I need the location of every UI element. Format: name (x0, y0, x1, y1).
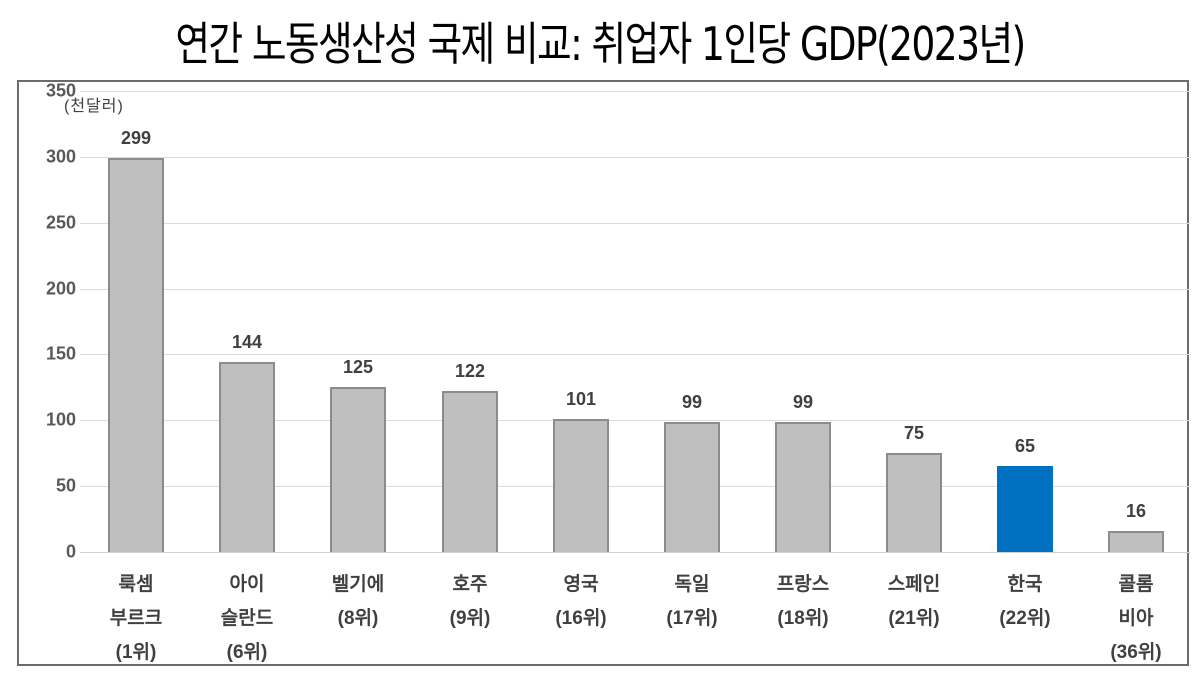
x-category-label: 스페인 (21위) (864, 568, 964, 636)
bar (330, 387, 386, 552)
category-label-line: 아이 (229, 574, 265, 595)
category-label-line: 스페인 (887, 574, 941, 595)
bar (664, 421, 720, 552)
bar-value-label: 122 (454, 361, 486, 382)
bar (442, 391, 498, 552)
category-label-line: 룩셈 (118, 574, 154, 595)
bar-value-label: 65 (1014, 436, 1036, 457)
category-label-line: (22위) (999, 608, 1051, 629)
plot-area: 299 144 125 122 101 99 99 75 65 16 (80, 91, 1190, 553)
category-label-line: 부르크 (109, 608, 163, 629)
bar (108, 158, 164, 552)
gridline (80, 222, 1190, 224)
category-label-line: 벨기에 (331, 574, 385, 595)
category-label-line: 영국 (563, 574, 599, 595)
bar-value-label: 99 (681, 391, 703, 412)
bar-value-label: 101 (565, 388, 597, 409)
bar (997, 466, 1053, 552)
bar (553, 418, 609, 552)
category-label-line: 독일 (674, 574, 710, 595)
x-category-label: 벨기에 (8위) (308, 568, 408, 636)
y-tick-label: 100 (45, 409, 76, 430)
chart-frame (17, 80, 1189, 666)
y-tick-label: 300 (45, 146, 76, 167)
bar-value-label: 16 (1125, 500, 1147, 521)
x-category-label: 영국 (16위) (531, 568, 631, 636)
category-label-line: 비아 (1118, 608, 1154, 629)
y-tick-label: 350 (45, 80, 76, 101)
chart-title: 연간 노동생산성 국제 비교: 취업자 1인당 GDP(2023년) (175, 17, 1026, 71)
category-label-line: (1위) (115, 642, 157, 663)
x-category-label: 호주 (9위) (420, 568, 520, 636)
gridline (80, 156, 1190, 158)
gridline (80, 486, 1190, 488)
y-tick-label: 150 (45, 343, 76, 364)
gridline (80, 420, 1190, 422)
category-label-line: (9위) (449, 608, 491, 629)
bar (1108, 530, 1164, 552)
y-tick-label: 50 (55, 475, 76, 496)
category-label-line: 콜롬 (1118, 574, 1154, 595)
y-tick-label: 0 (65, 541, 76, 562)
x-category-label: 프랑스 (18위) (753, 568, 853, 636)
category-label-line: (6위) (226, 642, 268, 663)
gridline (80, 288, 1190, 290)
bar-value-label: 144 (231, 332, 263, 353)
category-label-line: 호주 (452, 574, 488, 595)
gridline (80, 91, 1190, 92)
bar (775, 421, 831, 552)
bar-value-label: 75 (903, 423, 925, 444)
x-category-label: 독일 (17위) (642, 568, 742, 636)
category-label-line: 프랑스 (776, 574, 830, 595)
category-label-line: (16위) (555, 608, 607, 629)
y-tick-label: 250 (45, 212, 76, 233)
x-category-label: 한국 (22위) (975, 568, 1075, 636)
category-label-line: (18위) (777, 608, 829, 629)
category-label-line: 한국 (1007, 574, 1043, 595)
category-label-line: (17위) (666, 608, 718, 629)
gridline (80, 354, 1190, 356)
category-label-line: (8위) (337, 608, 379, 629)
category-label-line: (21위) (888, 608, 940, 629)
bar (886, 453, 942, 552)
bar-value-label: 99 (792, 391, 814, 412)
bar-value-label: 125 (342, 357, 374, 378)
bar-value-label: 299 (120, 128, 152, 149)
y-tick-label: 200 (45, 278, 76, 299)
category-label-line: 슬란드 (220, 608, 274, 629)
category-label-line: (36위) (1110, 642, 1162, 663)
gridline (80, 552, 1190, 553)
bar (219, 362, 275, 552)
unit-label: (천달러) (64, 98, 124, 115)
